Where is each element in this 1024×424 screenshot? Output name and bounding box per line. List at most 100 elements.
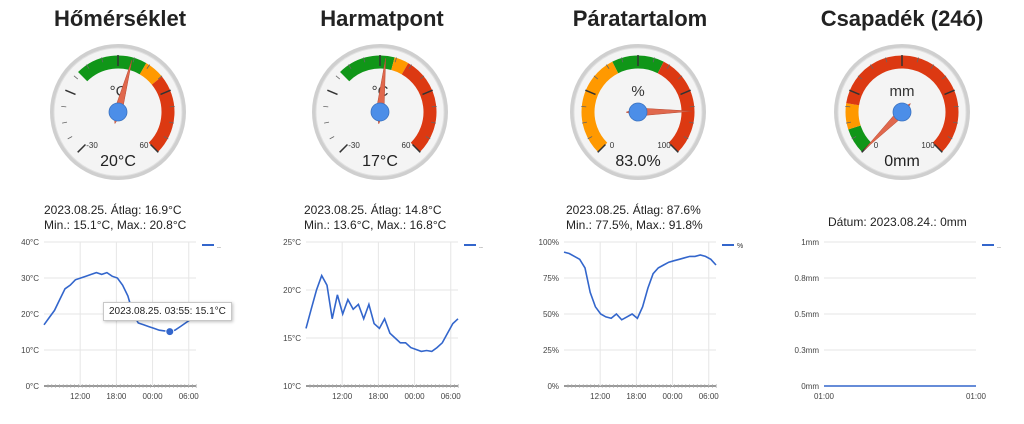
chart-y-tick-label: 15°C [283,334,301,343]
humidity-summary: 2023.08.25. Átlag: 87.6% Min.: 77.5%, Ma… [566,203,703,233]
gauge-hub [628,102,648,122]
gauge-readout: 0mm [884,153,920,170]
gauge-minor-tick [857,75,863,80]
chart-x-tick-label: 18:00 [106,392,127,401]
gauge-minor-tick [157,75,163,80]
gauge-minor-tick [394,57,397,63]
gauge-minor-tick [347,64,352,69]
chart-legend-label: .. [997,243,1001,250]
gauge-minor-tick [67,136,73,140]
gauge-major-tick [160,89,171,96]
gauge-minor-tick [335,75,341,80]
gauge-major-tick [327,89,338,96]
gauge-band [401,63,437,152]
gauge-unit: mm [890,83,915,100]
chart-y-tick-label: 0.3mm [795,346,820,355]
panel-title: Harmatpont [320,6,444,31]
gauge-band [845,103,861,130]
chart-x-tick-label: 18:00 [368,392,389,401]
chart-tooltip: 2023.08.25. 03:55: 15.1°C [103,302,232,321]
chart-y-tick-label: 50% [543,310,559,319]
chart-y-tick-label: 1mm [801,238,819,247]
gauge-minor-tick [408,64,413,69]
humidity-chart: 0% 25% 50% 75% 100% 12:00 18:00 00:00 06:00% [539,238,744,401]
gauge-minor-tick [146,64,151,69]
summary-line-1: 2023.08.25. Átlag: 14.8°C [304,203,442,217]
chart-y-tick-label: 25% [543,346,559,355]
temperature-summary: 2023.08.25. Átlag: 16.9°C Min.: 15.1°C, … [44,203,186,233]
gauge-min-label: 0 [610,141,615,150]
gauge-minor-tick [869,64,874,69]
gauge-max-label: 100 [657,141,671,150]
chart-y-tick-label: 40°C [21,238,39,247]
gauge-band [139,63,162,85]
gauge-minor-tick [605,64,610,69]
panel-title: Csapadék (24ó) [820,6,984,31]
gauge-band [657,61,695,152]
gauge-minor-tick [677,75,683,80]
chart-x-tick-label: 01:00 [814,392,835,401]
gauge-min-label: -30 [348,141,360,150]
gauge-hub [370,102,390,122]
chart-y-tick-label: 100% [539,238,559,247]
gauge-min-label: 0 [874,141,879,150]
gauge-minor-tick [324,121,330,124]
gauge-min-label: -30 [86,141,98,150]
gauge-readout: 83.0% [615,153,660,170]
chart-x-tick-label: 00:00 [143,392,164,401]
summary-line-1: 2023.08.25. Átlag: 87.6% [566,203,701,217]
gauge-minor-tick [916,57,919,63]
chart-y-tick-label: 0.5mm [795,310,820,319]
gauge-minor-tick [846,121,852,124]
gauge-minor-tick [688,121,694,124]
temperature-panel: Hőmérséklet °C -30 60 20°C 2023.08.25. Átla… [0,0,240,424]
gauge-major-tick [77,143,87,153]
chart-x-tick-label: 12:00 [332,392,353,401]
chart-y-tick-label: 0mm [801,382,819,391]
chart-highlight-point[interactable] [165,327,175,337]
precipitation-chart: 0mm 0.3mm 0.5mm 0.8mm 1mm 01:00 01:00.. [795,238,1001,401]
gauge-minor-tick [593,75,599,80]
gauge-minor-tick [425,136,431,140]
gauge-major-tick [680,89,691,96]
gauge-major-tick [339,143,349,153]
gauge-minor-tick [930,64,935,69]
chart-y-tick-label: 0.8mm [795,274,820,283]
chart-x-tick-label: 06:00 [179,392,200,401]
chart-y-tick-label: 20°C [283,286,301,295]
chart-legend-label: % [737,243,743,250]
chart-x-tick-label: 12:00 [590,392,611,401]
gauge-major-tick [669,143,679,153]
chart-x-tick-label: 01:00 [966,392,987,401]
gauge-minor-tick [363,57,366,63]
dewpoint-chart: 10°C 15°C 20°C 25°C 12:00 18:00 00:00 06:00.. [283,238,483,401]
humidity-gauge: % 0 100 83.0% [570,44,706,180]
gauge-major-tick [149,143,159,153]
chart-legend-label: .. [479,243,483,250]
chart-x-tick-label: 18:00 [626,392,647,401]
gauge-minor-tick [666,64,671,69]
gauge-max-label: 60 [140,141,149,150]
gauge-minor-tick [419,75,425,80]
chart-x-tick-label: 12:00 [70,392,91,401]
gauge-band [581,61,619,152]
gauge-minor-tick [851,136,857,140]
gauge-major-tick [944,89,955,96]
summary-line-2: Min.: 77.5%, Max.: 91.8% [566,218,703,232]
gauge-band [148,76,175,152]
chart-y-tick-label: 0% [547,382,559,391]
chart-y-tick-label: 25°C [283,238,301,247]
gauge-band [78,55,147,82]
gauge-major-tick [65,89,76,96]
gauge-major-tick [597,143,607,153]
chart-series-line [305,273,459,353]
gauge-hub [108,102,128,122]
panel-title: Páratartalom [572,6,708,31]
gauge-minor-tick [329,136,335,140]
chart-y-tick-label: 10°C [283,382,301,391]
gauge-minor-tick [947,136,953,140]
gauge-readout: 17°C [362,153,398,170]
gauge-readout: 20°C [100,153,136,170]
